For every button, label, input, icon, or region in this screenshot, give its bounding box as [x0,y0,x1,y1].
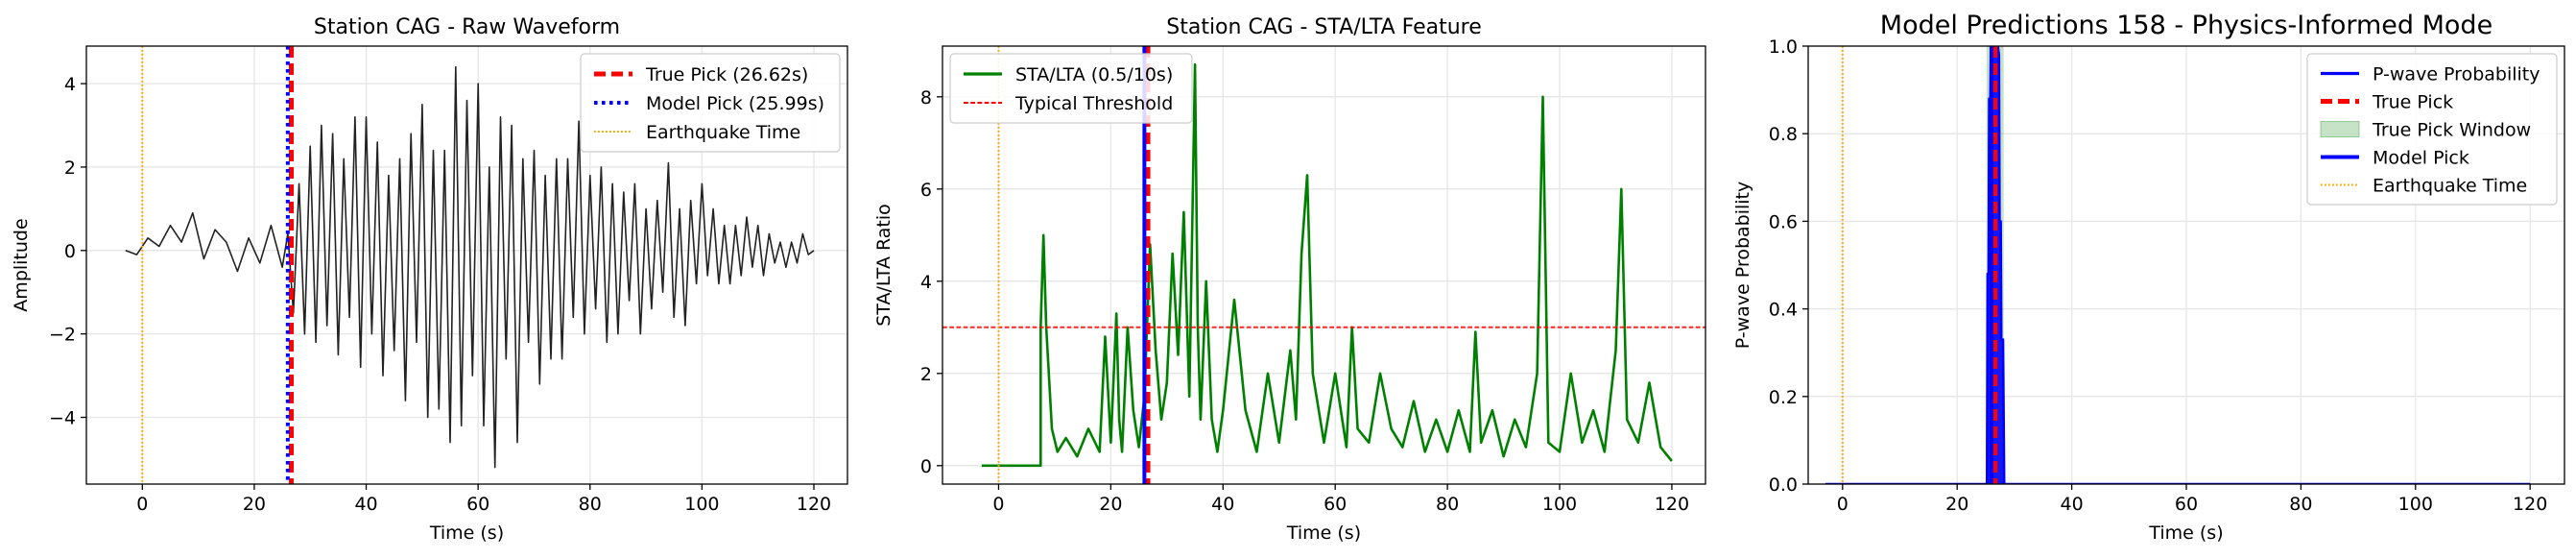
x-tick-label: 100 [684,494,719,515]
x-tick-label: 120 [1655,494,1689,515]
series-line-0 [125,65,815,469]
chart-raw-waveform: 0 20 40 60 80 100 120 −4 −2 0 2 4 Station CAG - Raw … [11,15,848,544]
chart-title: Model Predictions 158 - Physics-Informed… [1880,11,2493,40]
legend: True Pick (26.62s) Model Pick (25.99s) Ear… [580,53,841,153]
y-tick-label: 0 [64,241,76,262]
y-axis-label: Amplitude [11,218,32,311]
legend-label: True Pick (26.62s) [645,64,808,85]
y-tick-label: −2 [49,325,76,346]
y-tick-label: 4 [920,272,932,293]
legend-label: True Pick Window [2372,120,2531,141]
y-tick-label: 0.6 [1769,211,1798,232]
axes-frame [85,45,848,485]
legend-label: Earthquake Time [2373,176,2527,197]
x-tick-label: 80 [1436,494,1459,515]
y-axis-label: P-wave Probability [1732,182,1753,350]
x-tick-label: 80 [579,494,602,515]
y-tick-label: 0.2 [1769,387,1798,408]
legend-label: STA/LTA (0.5/10s) [1015,64,1173,85]
x-tick-label: 40 [354,494,377,515]
legend-box [949,53,1193,124]
series-line-0 [981,62,1673,468]
plot-series-group [1825,46,2531,484]
legend-box [2306,53,2558,206]
x-tick-label: 100 [2398,494,2433,515]
x-tick-label: 0 [1837,494,1849,515]
y-tick-label: 6 [920,180,932,201]
legend-box [580,53,841,153]
legend-label: P-wave Probability [2373,64,2540,85]
x-tick-label: 120 [797,494,831,515]
x-tick-label: 20 [1099,494,1122,515]
legend-label: True Pick [2372,92,2453,113]
x-axis-label: Time (s) [1286,523,1361,544]
chart-model-predictions: 0 20 40 60 80 100 120 0.0 0.2 0.4 0.6 0.8 1.0 Model P… [1732,11,2565,544]
x-tick-label: 20 [243,494,266,515]
y-tick-label: 4 [64,74,76,95]
x-tick-label: 20 [1945,494,1968,515]
y-tick-label: −4 [49,408,76,429]
y-tick-label: 1.0 [1769,36,1798,58]
legend-label: Model Pick [2373,148,2469,169]
probability-fill [1825,46,2531,484]
y-tick-label: 2 [920,364,932,385]
x-tick-label: 40 [1211,494,1234,515]
axes-frame [942,45,1706,485]
y-axis-label: STA/LTA Ratio [873,204,894,327]
legend-label: Typical Threshold [1014,93,1173,114]
y-tick-label: 8 [920,87,932,109]
legend-label: Model Pick (25.99s) [646,93,824,114]
chart-sta-lta-feature: 0 20 40 60 80 100 120 0 2 4 6 8 Station CAG - STA/LT… [873,15,1706,544]
y-tick-label: 0.0 [1769,474,1798,496]
x-tick-label: 0 [992,494,1004,515]
legend-swatch [2320,121,2360,137]
x-tick-label: 60 [466,494,489,515]
x-axis-label: Time (s) [429,523,504,544]
x-tick-label: 80 [2289,494,2312,515]
y-tick-label: 0.8 [1769,124,1798,145]
x-axis-label: Time (s) [2148,523,2223,544]
y-tick-label: 0.4 [1769,300,1798,321]
legend: P-wave Probability True Pick True Pick Win… [2306,53,2558,206]
legend: STA/LTA (0.5/10s) Typical Threshold [949,53,1193,124]
x-tick-label: 60 [1324,494,1347,515]
legend-label: Earthquake Time [646,122,800,143]
y-tick-label: 2 [64,158,76,179]
x-tick-label: 60 [2175,494,2198,515]
plot-series-group [125,46,815,484]
x-tick-label: 100 [1542,494,1577,515]
x-tick-label: 40 [2061,494,2084,515]
x-tick-label: 120 [2513,494,2547,515]
chart-title: Station CAG - Raw Waveform [314,15,620,39]
y-tick-label: 0 [920,456,932,477]
x-tick-label: 0 [136,494,148,515]
chart-title: Station CAG - STA/LTA Feature [1166,15,1482,39]
